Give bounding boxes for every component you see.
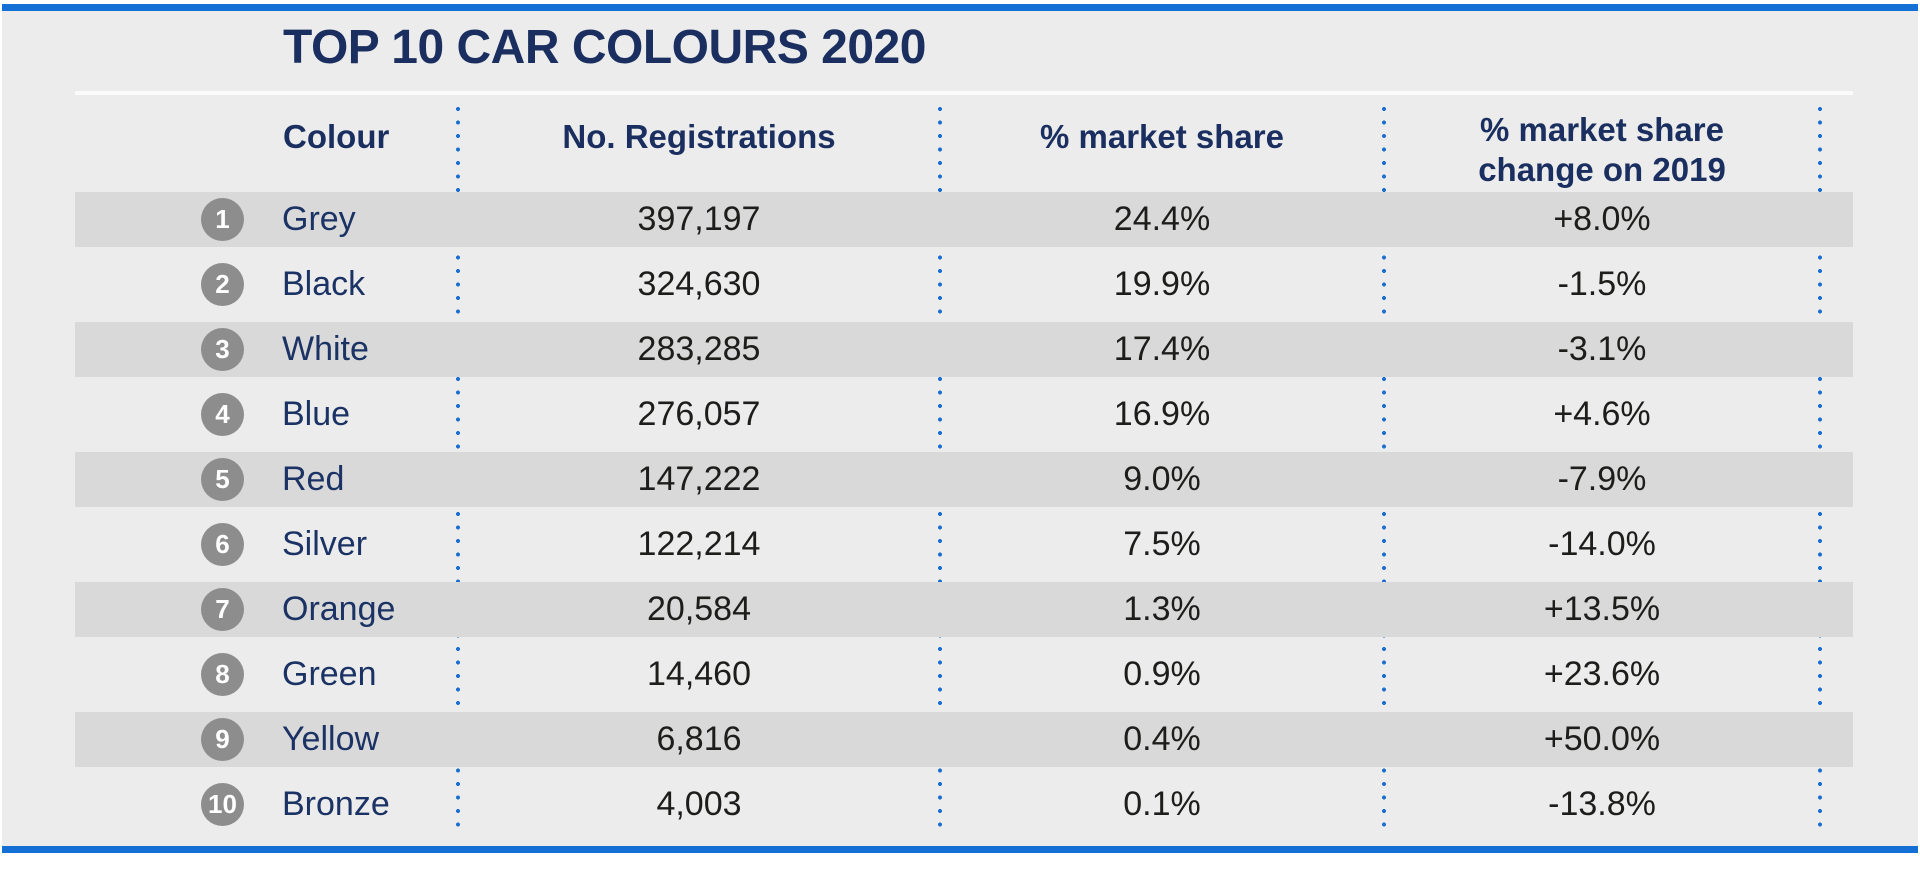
registrations-cell: 276,057 xyxy=(637,395,761,433)
rank-badge: 1 xyxy=(201,198,244,241)
change-cell: +23.6% xyxy=(1543,655,1661,693)
registrations-cell: 324,630 xyxy=(637,265,761,303)
rank-and-colour-cell: 8 Green xyxy=(75,653,458,696)
registrations-cell: 283,285 xyxy=(637,330,761,368)
change-cell: +13.5% xyxy=(1543,590,1661,628)
table-row: 6 Silver 122,214 7.5% -14.0% xyxy=(75,517,1853,572)
colour-name-cell: Yellow xyxy=(282,720,380,758)
table-row: 1 Grey 397,197 24.4% +8.0% xyxy=(75,192,1853,247)
registrations-cell: 397,197 xyxy=(637,200,761,238)
rank-badge: 7 xyxy=(201,588,244,631)
table-row: 8 Green 14,460 0.9% +23.6% xyxy=(75,647,1853,702)
rank-badge: 3 xyxy=(201,328,244,371)
table-row: 7 Orange 20,584 1.3% +13.5% xyxy=(75,582,1853,637)
registrations-cell: 20,584 xyxy=(647,590,751,628)
column-header-change-line2: change on 2019 xyxy=(1478,151,1726,188)
change-cell: -3.1% xyxy=(1557,330,1647,368)
table-panel xyxy=(2,4,1918,853)
market-share-cell: 19.9% xyxy=(1113,265,1211,303)
rank-badge: 5 xyxy=(201,458,244,501)
market-share-cell: 0.1% xyxy=(1123,785,1201,823)
table-row: 4 Blue 276,057 16.9% +4.6% xyxy=(75,387,1853,442)
colour-name-cell: White xyxy=(282,330,369,368)
rank-badge: 9 xyxy=(201,718,244,761)
table-row: 3 White 283,285 17.4% -3.1% xyxy=(75,322,1853,377)
registrations-cell: 147,222 xyxy=(637,460,761,498)
rank-badge: 2 xyxy=(201,263,244,306)
rank-and-colour-cell: 1 Grey xyxy=(75,198,458,241)
colour-name-cell: Orange xyxy=(282,590,396,628)
rank-and-colour-cell: 3 White xyxy=(75,328,458,371)
market-share-cell: 0.4% xyxy=(1123,720,1201,758)
rank-and-colour-cell: 5 Red xyxy=(75,458,458,501)
column-header-change: % market share change on 2019 xyxy=(1478,110,1726,190)
table-row: 9 Yellow 6,816 0.4% +50.0% xyxy=(75,712,1853,767)
change-cell: +50.0% xyxy=(1543,720,1661,758)
market-share-cell: 9.0% xyxy=(1123,460,1201,498)
rank-and-colour-cell: 6 Silver xyxy=(75,523,458,566)
market-share-cell: 1.3% xyxy=(1123,590,1201,628)
rank-and-colour-cell: 9 Yellow xyxy=(75,718,458,761)
title-underline xyxy=(75,91,1853,95)
rank-and-colour-cell: 7 Orange xyxy=(75,588,458,631)
rank-badge: 8 xyxy=(201,653,244,696)
column-header-registrations: No. Registrations xyxy=(562,118,836,155)
column-header-colour: Colour xyxy=(283,118,390,155)
market-share-cell: 16.9% xyxy=(1113,395,1211,433)
colour-name-cell: Silver xyxy=(282,525,368,563)
rank-and-colour-cell: 10 Bronze xyxy=(75,783,458,826)
colour-name-cell: Bronze xyxy=(282,785,390,823)
colour-name-cell: Black xyxy=(282,265,366,303)
change-cell: +8.0% xyxy=(1553,200,1651,238)
table-row: 10 Bronze 4,003 0.1% -13.8% xyxy=(75,777,1853,832)
colour-name-cell: Grey xyxy=(282,200,356,238)
market-share-cell: 24.4% xyxy=(1113,200,1211,238)
change-cell: +4.6% xyxy=(1553,395,1651,433)
change-cell: -14.0% xyxy=(1548,525,1656,563)
colour-name-cell: Green xyxy=(282,655,377,693)
page-title: TOP 10 CAR COLOURS 2020 xyxy=(283,21,926,74)
registrations-cell: 6,816 xyxy=(656,720,742,758)
column-header-change-line1: % market share xyxy=(1480,111,1724,148)
registrations-cell: 4,003 xyxy=(656,785,742,823)
change-cell: -1.5% xyxy=(1557,265,1647,303)
table-row: 5 Red 147,222 9.0% -7.9% xyxy=(75,452,1853,507)
change-cell: -7.9% xyxy=(1557,460,1647,498)
market-share-cell: 17.4% xyxy=(1113,330,1211,368)
column-header-market-share: % market share xyxy=(1040,118,1284,155)
colour-name-cell: Blue xyxy=(282,395,351,433)
rank-badge: 6 xyxy=(201,523,244,566)
registrations-cell: 14,460 xyxy=(647,655,751,693)
rank-badge: 4 xyxy=(201,393,244,436)
table-body: 1 Grey 397,197 24.4% +8.0% 2 Black 324,6… xyxy=(75,192,1853,842)
rank-and-colour-cell: 2 Black xyxy=(75,263,458,306)
registrations-cell: 122,214 xyxy=(637,525,761,563)
change-cell: -13.8% xyxy=(1548,785,1656,823)
market-share-cell: 7.5% xyxy=(1123,525,1201,563)
rank-and-colour-cell: 4 Blue xyxy=(75,393,458,436)
market-share-cell: 0.9% xyxy=(1123,655,1201,693)
rank-badge: 10 xyxy=(201,783,244,826)
table-row: 2 Black 324,630 19.9% -1.5% xyxy=(75,257,1853,312)
colour-name-cell: Red xyxy=(282,460,345,498)
